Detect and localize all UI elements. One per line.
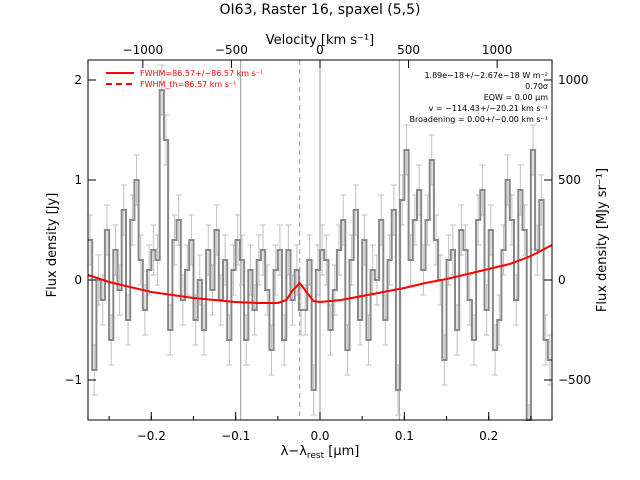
annotation-line: 1.89e−18+/−2.67e−18 W m⁻² (424, 71, 548, 80)
annotation-line: v = −114.43+/−20.21 km s⁻¹ (429, 104, 548, 113)
top-axis-label: Velocity [km s⁻¹] (266, 33, 374, 48)
x-axis-label-unit: [μm] (324, 444, 359, 459)
y-tick-label: −1 (64, 373, 82, 387)
legend-label: FWHM=86.57+/−86.57 km s⁻¹ (140, 69, 263, 78)
x-tick-label: −0.2 (137, 429, 166, 443)
top-tick-label: 500 (397, 43, 420, 57)
annotation-line: Broadening = 0.00+/−0.00 km s⁻¹ (410, 115, 548, 124)
top-tick-label: 1000 (482, 43, 513, 57)
reference-lines (240, 60, 400, 420)
legend: FWHM=86.57+/−86.57 km s⁻¹ FWHM_th=86.57 k… (106, 69, 263, 89)
x-tick-label: 0.1 (395, 429, 414, 443)
top-tick-label: −1000 (123, 43, 164, 57)
spectrum-layer (88, 89, 552, 421)
right-tick-label: −500 (558, 373, 591, 387)
x-axis-label: λ−λrest [μm] (281, 444, 360, 461)
right-axis-label: Flux density [MJy sr⁻¹] (595, 168, 610, 312)
y-tick-label: 2 (74, 73, 82, 87)
y-axis-label: Flux density [Jy] (45, 193, 60, 298)
annotation-line: EQW = 0.00 μm (484, 93, 548, 102)
y-tick-label: 1 (74, 173, 82, 187)
right-tick-label: 1000 (558, 73, 589, 87)
x-tick-label: 0.2 (479, 429, 498, 443)
spectrum-line (88, 89, 552, 421)
top-tick-label: −500 (215, 43, 248, 57)
x-tick-label: −0.1 (221, 429, 250, 443)
x-axis-label-sub: rest (307, 451, 325, 461)
fit-line (87, 244, 553, 304)
axes-layer: −0.2 −0.1 0.0 0.1 0.2 −1 0 1 2 −1000 −500 0 500 1000 −… (64, 43, 591, 443)
annotations: 1.89e−18+/−2.67e−18 W m⁻² 0.70σ EQW = 0.00… (410, 71, 549, 124)
annotation-line: 0.70σ (525, 82, 548, 91)
y-tick-label: 0 (74, 273, 82, 287)
right-tick-label: 500 (558, 173, 581, 187)
chart-title: OI63, Raster 16, spaxel (5,5) (220, 2, 421, 18)
top-tick-label: 0 (316, 43, 324, 57)
legend-label: FWHM_th=86.57 km s⁻¹ (140, 80, 236, 89)
right-tick-label: 0 (558, 273, 566, 287)
x-axis-label-main: λ−λ (281, 444, 308, 459)
fit-layer (87, 244, 553, 304)
x-tick-label: 0.0 (310, 429, 329, 443)
